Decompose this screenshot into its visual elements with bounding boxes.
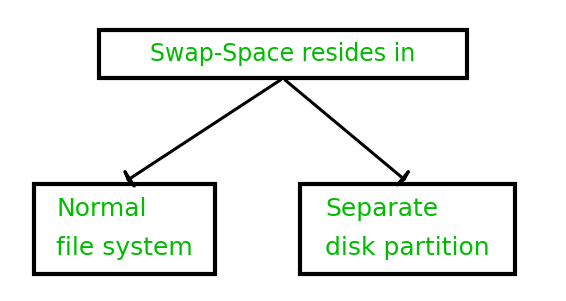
Text: Normal
file system: Normal file system (56, 197, 193, 260)
Bar (34, 184, 215, 274)
Text: Separate
disk partition: Separate disk partition (325, 197, 490, 260)
Bar (300, 184, 515, 274)
Bar (99, 30, 467, 78)
Text: Swap-Space resides in: Swap-Space resides in (151, 42, 415, 66)
